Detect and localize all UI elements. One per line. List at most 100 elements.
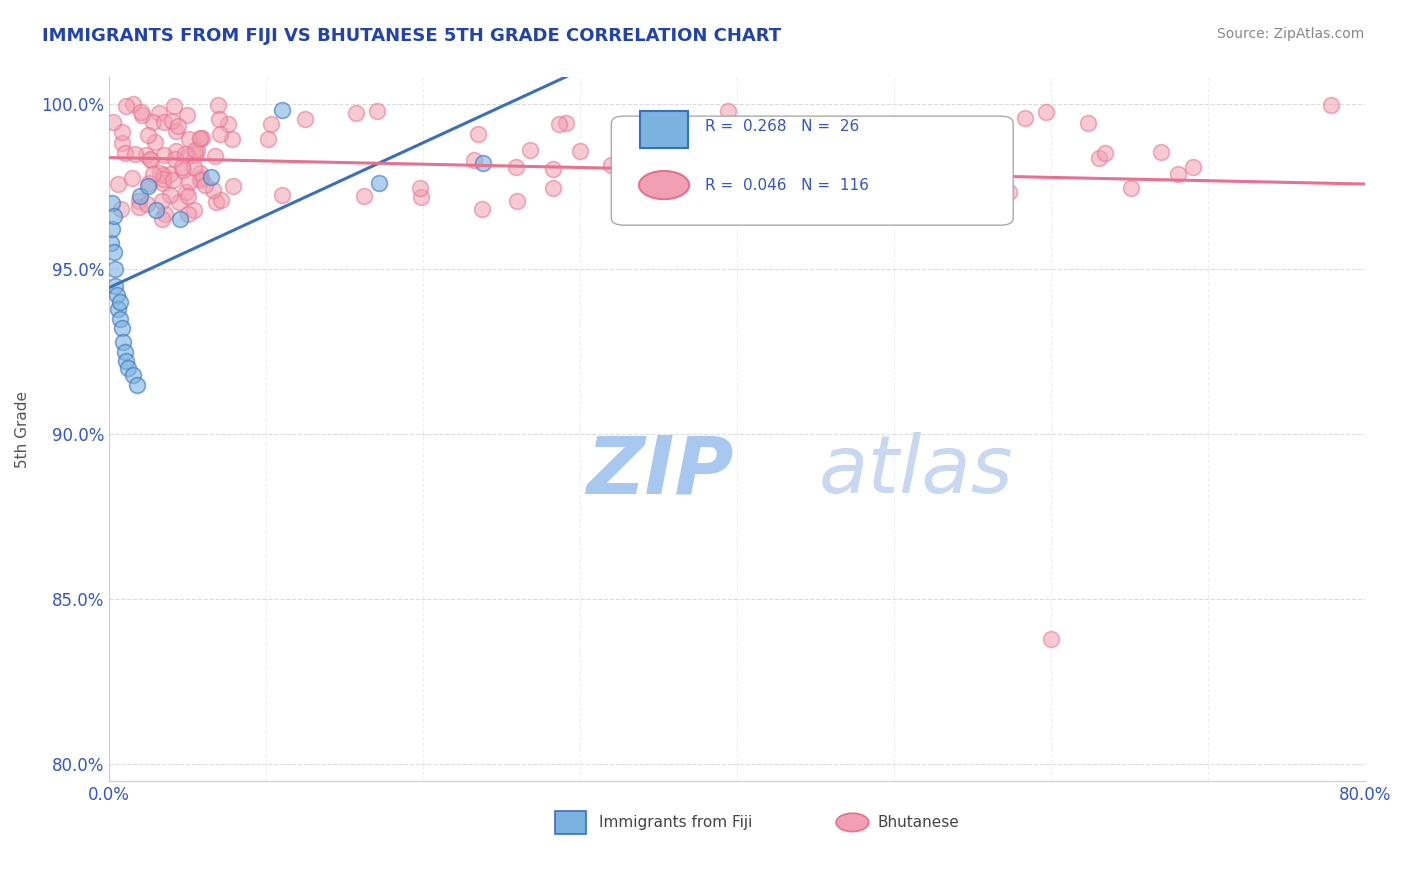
Point (176, 185, 198, 199)
Point (128, 200, 150, 214)
Point (153, 114, 176, 128)
Point (353, 189, 375, 203)
Point (121, 368, 143, 382)
Point (114, 344, 136, 359)
Point (1088, 151, 1111, 165)
Point (183, 203, 205, 218)
Point (1077, 116, 1099, 130)
Y-axis label: 5th Grade: 5th Grade (15, 391, 30, 467)
Point (112, 334, 135, 349)
Point (505, 161, 527, 175)
Text: Bhutanese: Bhutanese (877, 815, 959, 830)
Point (107, 301, 129, 316)
Point (104, 262, 127, 277)
Point (1182, 161, 1205, 175)
Point (191, 131, 214, 145)
Point (110, 202, 132, 216)
FancyBboxPatch shape (612, 116, 1014, 225)
Point (270, 188, 292, 202)
Point (463, 153, 485, 167)
Point (128, 194, 150, 208)
Point (111, 125, 134, 139)
Point (101, 115, 124, 129)
Point (188, 130, 211, 145)
Point (127, 377, 149, 392)
Point (1035, 104, 1057, 119)
Text: R =  0.268   N =  26: R = 0.268 N = 26 (706, 120, 859, 134)
FancyBboxPatch shape (555, 811, 586, 834)
Point (1014, 111, 1036, 125)
Point (176, 108, 198, 122)
Point (107, 178, 129, 192)
Point (152, 171, 174, 186)
Point (1319, 98, 1341, 112)
Point (169, 212, 191, 227)
Text: Immigrants from Fiji: Immigrants from Fiji (599, 815, 752, 830)
Point (204, 149, 226, 163)
Point (167, 119, 190, 133)
Point (184, 143, 207, 157)
Point (103, 245, 125, 260)
Point (184, 148, 207, 162)
Point (294, 112, 316, 126)
Point (190, 171, 212, 186)
Point (177, 207, 200, 221)
Point (153, 207, 176, 221)
Point (170, 160, 193, 174)
Point (108, 295, 131, 310)
Point (186, 144, 208, 158)
Text: R =  0.046   N =  116: R = 0.046 N = 116 (706, 178, 869, 193)
Point (183, 161, 205, 175)
Point (174, 147, 197, 161)
Point (117, 361, 139, 376)
Point (547, 117, 569, 131)
Point (411, 189, 433, 203)
Point (188, 132, 211, 146)
Point (101, 222, 124, 236)
Point (124, 146, 146, 161)
Point (111, 136, 134, 150)
Point (167, 194, 190, 209)
Point (159, 168, 181, 182)
Point (194, 178, 217, 193)
Point (177, 189, 200, 203)
Point (270, 103, 292, 118)
Point (717, 104, 740, 119)
Point (1167, 168, 1189, 182)
Point (114, 145, 136, 160)
Text: Source: ZipAtlas.com: Source: ZipAtlas.com (1216, 27, 1364, 41)
Point (681, 143, 703, 157)
Point (135, 148, 157, 162)
Point (666, 150, 689, 164)
Point (177, 148, 200, 162)
Point (208, 112, 231, 127)
Point (599, 158, 621, 172)
Point (150, 212, 173, 227)
Point (1150, 145, 1173, 159)
Point (110, 321, 132, 335)
Point (108, 311, 131, 326)
Point (104, 278, 127, 293)
Point (188, 173, 211, 187)
Point (148, 105, 170, 120)
Point (150, 194, 173, 208)
Text: IMMIGRANTS FROM FIJI VS BHUTANESE 5TH GRADE CORRELATION CHART: IMMIGRANTS FROM FIJI VS BHUTANESE 5TH GR… (42, 27, 782, 45)
Point (207, 98, 229, 112)
Point (153, 148, 176, 162)
Point (202, 183, 225, 197)
Point (966, 172, 988, 186)
Point (470, 202, 492, 216)
Point (145, 136, 167, 150)
Point (259, 117, 281, 131)
Point (616, 141, 638, 155)
Point (467, 127, 489, 141)
FancyBboxPatch shape (640, 112, 688, 148)
Point (138, 176, 160, 190)
Point (152, 168, 174, 182)
Point (1119, 181, 1142, 195)
Point (129, 105, 152, 120)
Point (103, 209, 125, 223)
Point (669, 151, 692, 165)
Point (200, 169, 222, 184)
Point (163, 99, 186, 113)
